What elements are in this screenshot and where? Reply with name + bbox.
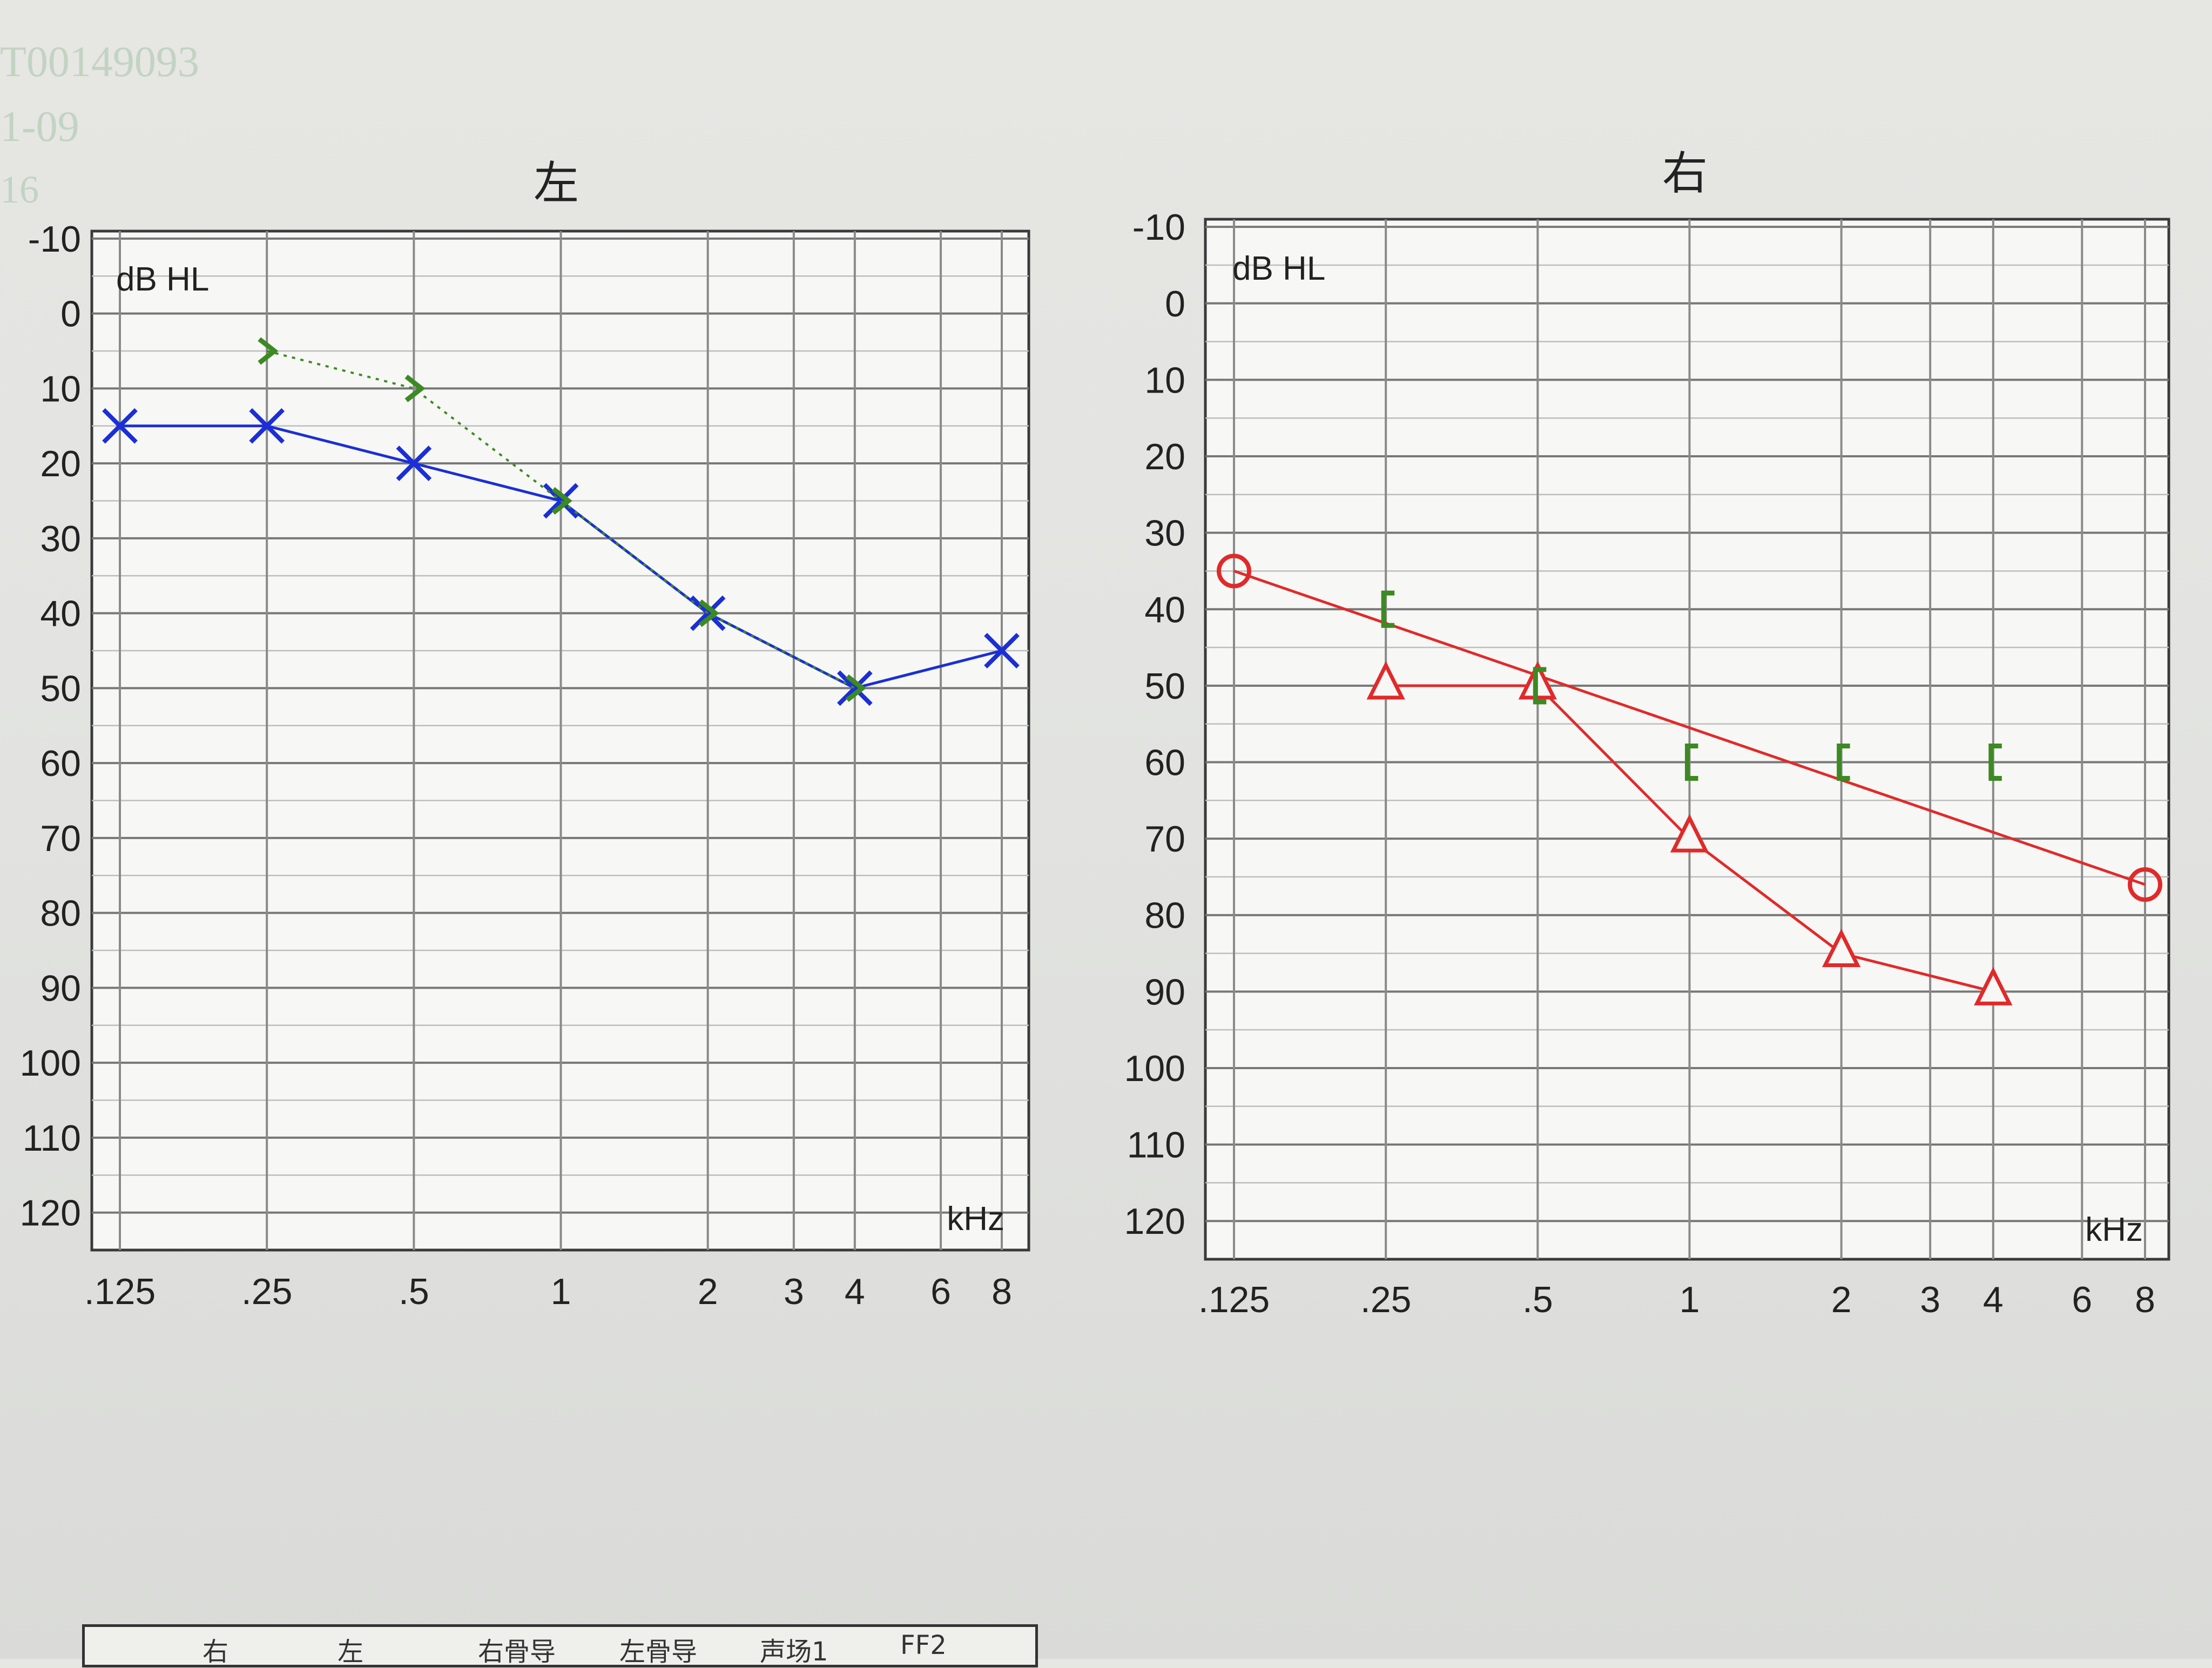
x-tick-label: 8 bbox=[992, 1271, 1012, 1312]
x-stroke bbox=[543, 483, 579, 519]
x-tick-label: 3 bbox=[784, 1271, 804, 1312]
x-tick-label: 4 bbox=[845, 1271, 865, 1312]
x-tick-label: 1 bbox=[1680, 1279, 1700, 1320]
y-tick-label: 80 bbox=[1144, 895, 1185, 936]
x-tick-label: 3 bbox=[1920, 1279, 1940, 1320]
data-point-bone-left bbox=[846, 674, 867, 702]
x-tick-label: 2 bbox=[698, 1271, 718, 1312]
x-unit-label: kHz bbox=[2085, 1211, 2143, 1248]
y-tick-label: 70 bbox=[40, 818, 81, 859]
data-point-triangle bbox=[1822, 928, 1861, 968]
y-tick-label: 100 bbox=[1124, 1048, 1185, 1089]
chart-title: 右 bbox=[1662, 147, 1708, 200]
y-tick-label: 50 bbox=[40, 668, 81, 709]
y-tick-label: 100 bbox=[20, 1043, 81, 1084]
x-tick-label: .125 bbox=[84, 1271, 156, 1312]
x-stroke bbox=[102, 408, 138, 444]
results-table-header: 右 左 右骨导 左骨导 声场1 FF2 bbox=[82, 1624, 1038, 1667]
data-point-x bbox=[837, 670, 873, 706]
data-point-triangle bbox=[1366, 661, 1405, 700]
x-stroke bbox=[396, 445, 432, 481]
data-point-x bbox=[396, 445, 432, 481]
table-header-right: 右 bbox=[203, 1637, 229, 1667]
table-header-left: 左 bbox=[338, 1637, 364, 1667]
x-tick-label: 1 bbox=[551, 1271, 571, 1312]
faint-number: 16 bbox=[0, 168, 39, 211]
data-point-bone-masked bbox=[1381, 590, 1395, 628]
data-point-bone-masked bbox=[1533, 667, 1547, 705]
data-point-triangle bbox=[1670, 814, 1709, 853]
y-tick-label: 110 bbox=[23, 1118, 81, 1159]
x-tick-label: 4 bbox=[1983, 1279, 2004, 1320]
y-tick-label: 30 bbox=[1144, 513, 1185, 554]
data-point-bone-left bbox=[551, 487, 572, 515]
data-point-bone-masked bbox=[1837, 743, 1850, 781]
audiogram-right-ear: -10 0 10 20 30 40 50 60 70 80 90 100 110 120 .125 .25 .5… bbox=[1124, 147, 2170, 1320]
unit-label: dB HL bbox=[116, 261, 209, 298]
x-unit-label: kHz bbox=[947, 1200, 1004, 1238]
x-tick-label: 6 bbox=[2072, 1279, 2092, 1320]
y-tick-label: 60 bbox=[40, 743, 81, 784]
x-stroke bbox=[837, 670, 873, 706]
x-stroke bbox=[984, 633, 1020, 668]
y-tick-label: 70 bbox=[1144, 819, 1185, 860]
data-point-x bbox=[984, 633, 1020, 668]
data-point-triangle bbox=[1974, 967, 2013, 1005]
plot-frame bbox=[1204, 218, 2170, 1261]
y-tick-label: 40 bbox=[1144, 589, 1185, 630]
data-point-bone-left bbox=[404, 374, 426, 402]
x-tick-label: 8 bbox=[2135, 1279, 2155, 1320]
data-point-x bbox=[102, 408, 138, 444]
y-tick-label: 60 bbox=[1144, 742, 1185, 783]
data-point-circle bbox=[2128, 867, 2162, 902]
table-header-left-bone: 左骨导 bbox=[619, 1637, 698, 1667]
y-tick-label: 0 bbox=[1165, 283, 1185, 325]
x-tick-label: .5 bbox=[399, 1271, 429, 1312]
y-tick-label: 90 bbox=[40, 968, 81, 1009]
table-header-soundfield-1: 声场1 bbox=[760, 1637, 828, 1667]
y-tick-label: 90 bbox=[1144, 971, 1185, 1012]
y-tick-label: 40 bbox=[40, 593, 81, 634]
data-point-bone-left bbox=[258, 337, 279, 365]
x-tick-label: 6 bbox=[930, 1271, 951, 1312]
data-point-x bbox=[543, 483, 579, 519]
y-tick-label: 50 bbox=[1144, 666, 1185, 707]
x-stroke bbox=[690, 595, 726, 631]
y-tick-label: 0 bbox=[60, 294, 81, 335]
data-point-bone-masked bbox=[1685, 743, 1698, 781]
faint-date: 1-09 bbox=[0, 103, 79, 151]
y-tick-label: 120 bbox=[1124, 1201, 1185, 1242]
x-tick-label: .25 bbox=[241, 1271, 293, 1312]
y-tick-label: 110 bbox=[1127, 1125, 1185, 1166]
x-stroke bbox=[249, 408, 285, 444]
y-tick-label: 20 bbox=[1144, 436, 1185, 477]
y-tick-label: 80 bbox=[40, 893, 81, 934]
x-tick-label: 2 bbox=[1831, 1279, 1852, 1320]
y-tick-label: 30 bbox=[40, 518, 81, 559]
y-tick-label: 10 bbox=[1144, 360, 1185, 401]
faint-patient-id: T00149093 bbox=[0, 38, 199, 86]
data-point-x bbox=[249, 408, 285, 444]
y-tick-label: 10 bbox=[40, 368, 81, 409]
y-tick-label: -10 bbox=[28, 219, 81, 260]
data-point-circle bbox=[1217, 553, 1251, 589]
audiogram-left-ear: -10 0 10 20 30 40 50 60 70 80 90 100 110 120.125 .25 .5… bbox=[20, 157, 1030, 1312]
y-tick-label: 120 bbox=[20, 1193, 81, 1234]
x-tick-label: .125 bbox=[1198, 1279, 1270, 1320]
data-point-x bbox=[690, 595, 726, 631]
y-tick-label: -10 bbox=[1132, 207, 1185, 248]
y-tick-label: 20 bbox=[40, 443, 81, 484]
x-tick-label: .5 bbox=[1522, 1279, 1553, 1320]
chart-title: 左 bbox=[534, 157, 579, 210]
table-header-ff2: FF2 bbox=[900, 1630, 947, 1660]
data-point-bone-left bbox=[698, 599, 719, 627]
data-point-bone-masked bbox=[1988, 743, 2002, 781]
table-header-right-bone: 右骨导 bbox=[478, 1637, 556, 1667]
x-tick-label: .25 bbox=[1360, 1279, 1412, 1320]
unit-label: dB HL bbox=[1232, 250, 1325, 287]
